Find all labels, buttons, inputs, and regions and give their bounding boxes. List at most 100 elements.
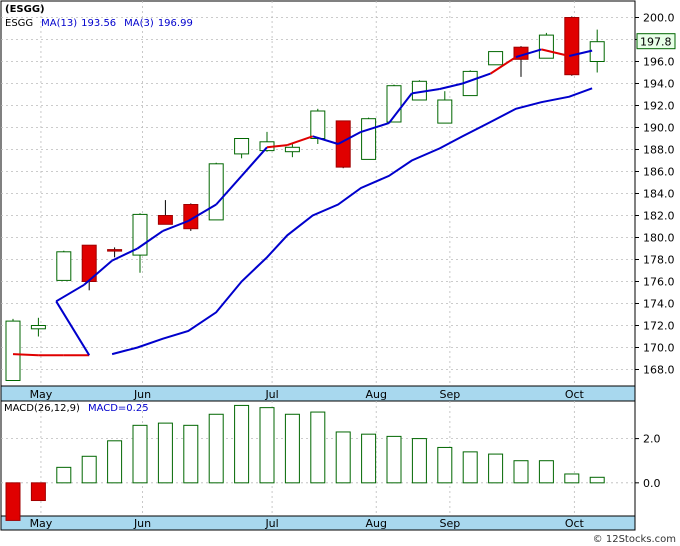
price-month-label: Jun [133, 388, 151, 401]
macd-month-label: Aug [365, 517, 386, 530]
macd-bars [5, 404, 605, 521]
price-tick-label: 170.0 [643, 342, 675, 355]
candle-up [56, 250, 72, 281]
candle-body [208, 163, 224, 221]
price-tick-label: 188.0 [643, 144, 675, 157]
candle-up [411, 80, 427, 101]
candle-body [30, 325, 46, 330]
macd-tick-label: 2.0 [643, 433, 661, 446]
ticker-label: (ESGG) [5, 4, 45, 15]
macd-legend: MACD(26,12,9) MACD=0.25 [4, 403, 149, 414]
candle-body [310, 110, 326, 139]
macd-month-label: Jun [133, 517, 151, 530]
candle-body [564, 17, 580, 76]
macd-bar [488, 453, 504, 484]
macd-month-label: Oct [565, 517, 585, 530]
candle-up [30, 317, 46, 337]
candle-body [56, 251, 72, 281]
candle-down [335, 120, 351, 169]
price-tick-label: 172.0 [643, 320, 675, 333]
macd-bar [107, 440, 123, 484]
price-tick-label: 182.0 [643, 210, 675, 223]
macd-bar [564, 473, 580, 484]
macd-bar [335, 431, 351, 484]
candle-body [107, 249, 123, 252]
ma3-segment [286, 135, 314, 147]
candle-body [361, 118, 377, 160]
price-tick-label: 174.0 [643, 298, 675, 311]
macd-month-label: Sep [440, 517, 461, 530]
candle-body [5, 320, 21, 382]
price-tick-label: 186.0 [643, 166, 675, 179]
macd-bar [284, 413, 300, 484]
ma3-segment [111, 247, 138, 262]
candle-up [538, 32, 554, 59]
candle-up [234, 138, 250, 159]
ma3-segment [337, 131, 362, 145]
price-tick-label: 184.0 [643, 188, 675, 201]
price-month-label: May [30, 388, 53, 401]
macd-bar [132, 424, 148, 484]
candle-body [538, 34, 554, 59]
candle-body [284, 146, 300, 153]
macd-month-label: May [30, 517, 53, 530]
ma13-value: 193.56 [81, 18, 116, 29]
macd-bar [589, 476, 605, 484]
macd-x-axis-band [0, 515, 636, 531]
ma3-segment [55, 300, 91, 356]
last-price-marker: 197.8 [636, 33, 676, 50]
macd-value: MACD=0.25 [88, 403, 149, 414]
macd-bar [56, 466, 72, 484]
price-tick-label: 178.0 [643, 254, 675, 267]
last-price: 197.8 [640, 36, 672, 49]
ma3-segment [515, 48, 542, 59]
macd-bar [157, 422, 173, 484]
candle-down [107, 247, 123, 258]
ma3-segment [411, 88, 440, 95]
ma13-line [111, 87, 593, 356]
price-y-ticks: 168.0 170.0 172.0 174.0 176.0 178.0 180.0 182.0… [635, 12, 675, 377]
price-month-label: Jul [264, 388, 278, 401]
candle-up [361, 117, 377, 160]
macd-bar [386, 435, 402, 484]
macd-bar [208, 413, 224, 484]
macd-bar [361, 433, 377, 484]
candle-up [5, 318, 21, 382]
macd-y-ticks: 0.0 2.0 [635, 433, 661, 490]
ma3-segment [240, 146, 268, 177]
price-tick-label: 194.0 [643, 78, 675, 91]
candle-down [81, 244, 97, 291]
ma3-label: MA(3) [124, 18, 154, 29]
macd-bar [259, 407, 275, 484]
price-tick-label: 200.0 [643, 12, 675, 25]
candle-body [589, 41, 605, 62]
macd-bar [81, 455, 97, 484]
candle-body [437, 99, 453, 124]
ma3-segment [266, 144, 288, 149]
macd-bar [411, 438, 427, 484]
ma-legend: ESGG MA(13) 193.56 MA(3) 196.99 [5, 18, 193, 29]
ma3-segment [55, 283, 85, 303]
price-tick-label: 196.0 [643, 56, 675, 69]
macd-bar [437, 446, 453, 484]
ma13-path [111, 87, 593, 356]
candle-up [208, 162, 224, 221]
macd-bar [513, 460, 529, 484]
ma3-segment [360, 122, 390, 133]
candle-up [488, 51, 504, 66]
price-x-axis-band [0, 385, 636, 402]
ma3-segment [215, 175, 243, 206]
ma3-segment [162, 220, 189, 232]
ma3-segment [439, 82, 463, 90]
ma3-segment [136, 230, 164, 250]
ticker-legend: ESGG [5, 18, 33, 29]
ma3-segment [187, 203, 217, 222]
candle-body [234, 138, 250, 155]
macd-bar [5, 482, 21, 521]
macd-bar [538, 460, 554, 484]
macd-bar [183, 424, 199, 484]
macd-bar [234, 404, 250, 484]
price-month-label: Aug [365, 388, 386, 401]
candle-body [157, 215, 173, 225]
